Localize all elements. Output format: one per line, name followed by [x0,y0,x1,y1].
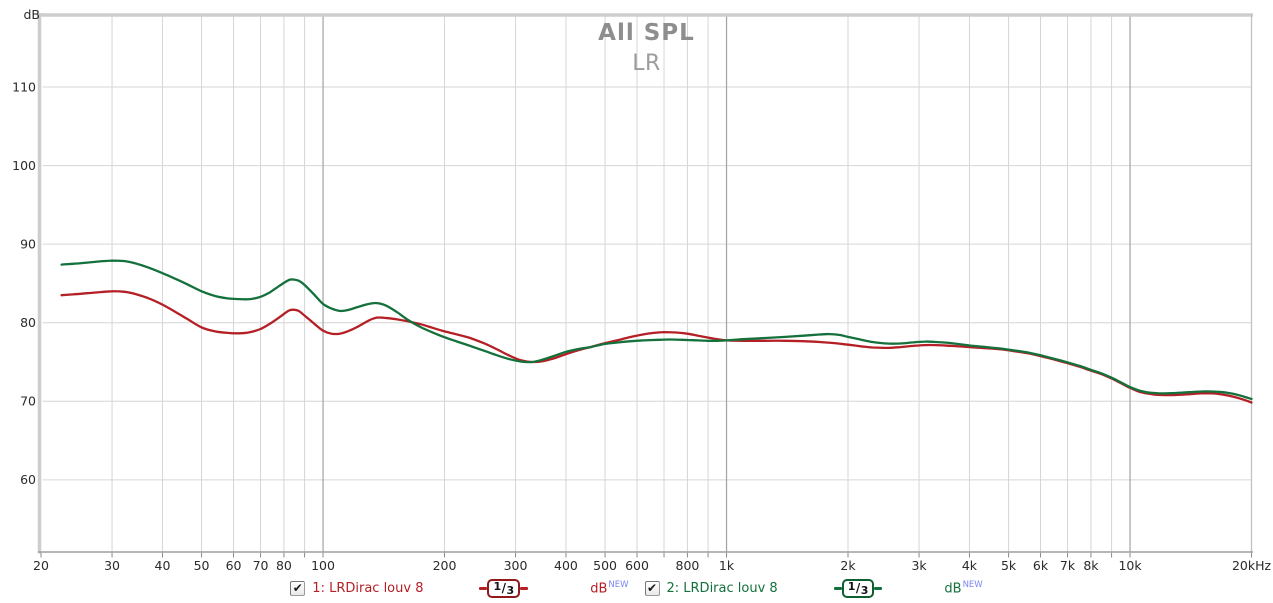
x-axis-label: 6k [1033,558,1049,573]
trace-2-label: 2: LRDirac louv 8 [666,580,778,596]
legend-item-trace-1[interactable]: ✔ 1: LRDirac louv 8 1/3 dBNEW [290,578,629,598]
chart-title: All SPL [598,20,695,46]
y-axis-label: 70 [20,394,36,409]
trace-2-line-stub-left [833,586,842,590]
x-axis-label: 600 [625,558,649,573]
x-axis-label: 20 [33,558,49,573]
trace-2-line-stub-right [874,586,883,590]
x-axis-label: 40 [155,558,171,573]
trace-2-smoothing-value: 1/3 [841,578,875,598]
x-axis-label: 800 [676,558,700,573]
trace-1-unit-new-tag: NEW [608,579,629,590]
trace-2-smoothing-badge[interactable]: 1/3 [833,578,883,598]
y-axis-label: 110 [12,79,36,94]
x-axis-label: 3k [911,558,927,573]
trace-1-smoothing-badge[interactable]: 1/3 [479,578,529,598]
y-axis-label: 100 [12,158,36,173]
x-axis-label: 300 [504,558,528,573]
trace-1-label: 1: LRDirac louv 8 [312,580,424,596]
x-axis-label: 200 [433,558,457,573]
trace-1-unit: dBNEW [590,580,628,596]
chart-subtitle: LR [632,51,661,76]
trace-1-line-stub-left [479,586,488,590]
x-axis-label: 500 [593,558,617,573]
checkmark-icon: ✔ [292,580,303,595]
x-axis-label: 7k [1060,558,1076,573]
x-axis-label: 50 [194,558,210,573]
x-axis-label: 4k [962,558,978,573]
x-axis-label: 20kHz [1232,558,1272,573]
x-axis-label: 2k [840,558,856,573]
trace-1-checkbox[interactable]: ✔ [290,580,306,596]
legend-item-trace-2[interactable]: ✔ 2: LRDirac louv 8 1/3 dBNEW [644,578,983,598]
checkmark-icon: ✔ [646,580,658,595]
trace-1-smoothing-value: 1/3 [487,578,521,598]
trace-2-unit-label: dB [944,581,962,597]
y-axis-unit-label: dB [23,7,40,22]
x-axis-label: 70 [253,558,269,573]
trace-1-curve [60,290,1253,404]
trace-1-unit-label: dB [590,581,608,597]
x-axis-label: 60 [226,558,242,573]
y-axis-label: 60 [20,472,36,487]
trace-2-unit: dBNEW [944,580,982,596]
trace-2-unit-new-tag: NEW [962,579,983,590]
x-axis-label: 400 [554,558,578,573]
legend: ✔ 1: LRDirac louv 8 1/3 dBNEW ✔ 2: LRDir… [0,577,1273,599]
y-axis-label: 80 [20,315,36,330]
x-axis-label: 30 [104,558,120,573]
trace-2-checkbox[interactable]: ✔ [644,580,660,596]
x-axis-label: 5k [1001,558,1017,573]
x-axis-label: 80 [276,558,292,573]
trace-2-curve [60,259,1253,401]
x-axis-label: 100 [311,558,335,573]
trace-1-line-stub-right [520,586,529,590]
x-axis-label: 10k [1118,558,1142,573]
x-axis-label: 8k [1083,558,1099,573]
y-axis-label: 90 [20,236,36,251]
x-axis-label: 1k [719,558,735,573]
spl-chart: 20 30 40 50 60 70 80 100 200 300 400 500 600 800 1k 2k 3… [12,7,1272,573]
